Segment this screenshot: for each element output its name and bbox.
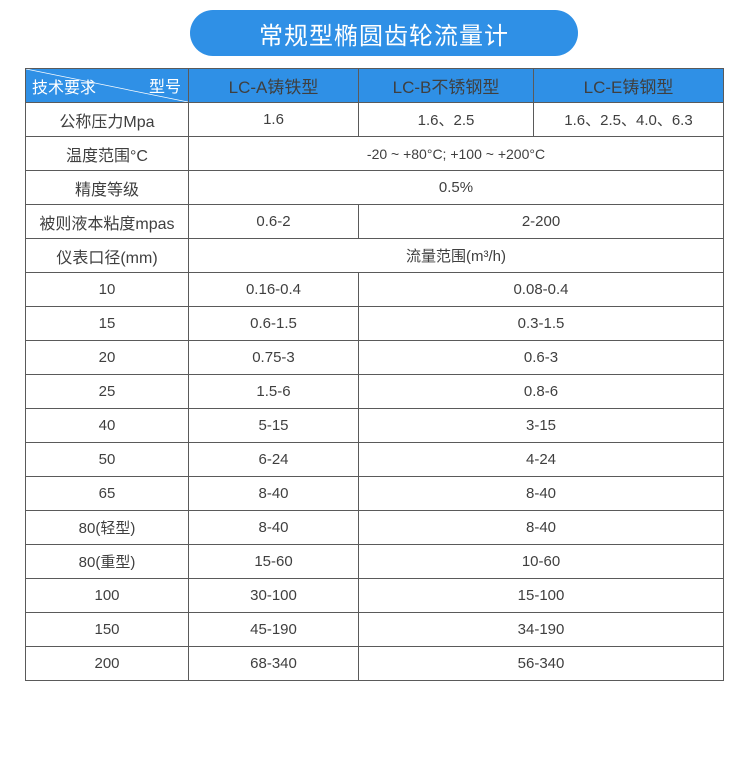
cell-flow-a: 68-340: [188, 646, 359, 681]
cell-flow-be: 10-60: [358, 544, 724, 579]
table-row: 被则液本粘度mpas 0.6-2 2-200: [25, 204, 724, 239]
cell-size: 10: [25, 272, 189, 307]
cell-size: 20: [25, 340, 189, 375]
cell-size: 40: [25, 408, 189, 443]
cell-flow-be: 0.08-0.4: [358, 272, 724, 307]
table-row: 40 5-15 3-15: [25, 408, 724, 443]
cell-viscosity-low: 0.6-2: [188, 204, 359, 239]
table-row: 15 0.6-1.5 0.3-1.5: [25, 306, 724, 341]
cell-flow-be: 0.8-6: [358, 374, 724, 409]
header-corner-cell: 型号 技术要求: [25, 68, 189, 103]
cell-flow-a: 15-60: [188, 544, 359, 579]
table-row: 仪表口径(mm) 流量范围(m³/h): [25, 238, 724, 273]
cell-flow-a: 1.5-6: [188, 374, 359, 409]
cell-size: 80(重型): [25, 544, 189, 579]
table-row: 温度范围°C -20 ~ +80°C; +100 ~ +200°C: [25, 136, 724, 171]
cell-size: 15: [25, 306, 189, 341]
cell-size: 200: [25, 646, 189, 681]
table-row: 20 0.75-3 0.6-3: [25, 340, 724, 375]
cell-flow-be: 8-40: [358, 476, 724, 511]
row-label-temperature: 温度范围°C: [25, 136, 189, 171]
row-label-bore: 仪表口径(mm): [25, 238, 189, 273]
table-row: 10 0.16-0.4 0.08-0.4: [25, 272, 724, 307]
cell-size: 50: [25, 442, 189, 477]
cell-flow-be: 15-100: [358, 578, 724, 613]
cell-flow-be: 4-24: [358, 442, 724, 477]
cell-pressure-lca: 1.6: [188, 102, 359, 137]
cell-flow-range-header: 流量范围(m³/h): [188, 238, 724, 273]
cell-flow-a: 5-15: [188, 408, 359, 443]
row-label-viscosity: 被则液本粘度mpas: [25, 204, 189, 239]
cell-flow-a: 45-190: [188, 612, 359, 647]
table-row: 150 45-190 34-190: [25, 612, 724, 647]
cell-viscosity-high: 2-200: [358, 204, 724, 239]
cell-flow-a: 0.6-1.5: [188, 306, 359, 341]
cell-flow-a: 6-24: [188, 442, 359, 477]
cell-flow-be: 56-340: [358, 646, 724, 681]
cell-flow-a: 8-40: [188, 476, 359, 511]
table-row: 25 1.5-6 0.8-6: [25, 374, 724, 409]
header-model-lce: LC-E铸钢型: [533, 68, 724, 103]
cell-size: 65: [25, 476, 189, 511]
table-row: 65 8-40 8-40: [25, 476, 724, 511]
table-header-row: 型号 技术要求 LC-A铸铁型 LC-B不锈钢型 LC-E铸钢型: [25, 68, 724, 103]
header-requirement-label: 技术要求: [32, 80, 97, 97]
cell-flow-a: 8-40: [188, 510, 359, 545]
row-label-pressure: 公称压力Mpa: [25, 102, 189, 137]
cell-size: 100: [25, 578, 189, 613]
cell-flow-be: 34-190: [358, 612, 724, 647]
header-model-lca: LC-A铸铁型: [188, 68, 359, 103]
cell-flow-be: 0.6-3: [358, 340, 724, 375]
cell-accuracy: 0.5%: [188, 170, 724, 205]
table-row: 公称压力Mpa 1.6 1.6、2.5 1.6、2.5、4.0、6.3: [25, 102, 724, 137]
table-row: 精度等级 0.5%: [25, 170, 724, 205]
cell-flow-be: 8-40: [358, 510, 724, 545]
cell-flow-be: 3-15: [358, 408, 724, 443]
page-title: 常规型椭圆齿轮流量计: [190, 10, 578, 56]
table-row: 80(轻型) 8-40 8-40: [25, 510, 724, 545]
cell-size: 25: [25, 374, 189, 409]
cell-pressure-lcb: 1.6、2.5: [358, 102, 534, 137]
cell-temperature-range: -20 ~ +80°C; +100 ~ +200°C: [188, 136, 724, 171]
cell-pressure-lce: 1.6、2.5、4.0、6.3: [533, 102, 724, 137]
diagonal-divider-icon: [26, 69, 188, 102]
cell-size: 150: [25, 612, 189, 647]
cell-flow-a: 0.16-0.4: [188, 272, 359, 307]
header-model-label: 型号: [148, 79, 181, 96]
table-row: 200 68-340 56-340: [25, 646, 724, 681]
cell-flow-a: 30-100: [188, 578, 359, 613]
cell-flow-be: 0.3-1.5: [358, 306, 724, 341]
cell-flow-a: 0.75-3: [188, 340, 359, 375]
header-model-lcb: LC-B不锈钢型: [358, 68, 534, 103]
cell-size: 80(轻型): [25, 510, 189, 545]
row-label-accuracy: 精度等级: [25, 170, 189, 205]
specification-table: 型号 技术要求 LC-A铸铁型 LC-B不锈钢型 LC-E铸钢型 公称压力Mpa…: [25, 68, 724, 681]
table-row: 50 6-24 4-24: [25, 442, 724, 477]
table-row: 80(重型) 15-60 10-60: [25, 544, 724, 579]
table-row: 100 30-100 15-100: [25, 578, 724, 613]
